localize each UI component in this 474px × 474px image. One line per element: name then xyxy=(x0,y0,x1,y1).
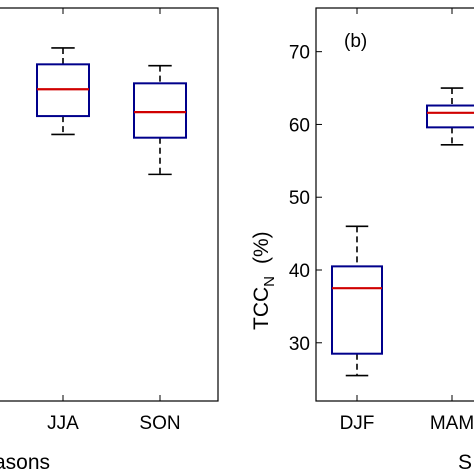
y-tick-label: 60 xyxy=(289,115,310,136)
right-panel: DJF MAM 30 40 50 60 70 xyxy=(289,8,474,434)
svg-text:TCCN(%): TCCN (%) xyxy=(250,231,278,330)
left-panel: JJA SON xyxy=(36,8,187,434)
box-son xyxy=(133,82,187,139)
x-tick-label: SON xyxy=(139,413,180,434)
x-tick-label: DJF xyxy=(340,413,375,434)
right-xlabel: S xyxy=(458,451,472,474)
ylabel-unit: (%) xyxy=(250,231,273,264)
box-mam xyxy=(426,104,474,129)
ylabel-sub: N xyxy=(261,276,278,287)
right-ylabel: TCCN (%) xyxy=(250,231,278,330)
y-tick-label: 50 xyxy=(289,188,310,209)
x-tick-label: MAM xyxy=(430,413,474,434)
panel-label-b: (b) xyxy=(344,31,367,52)
ylabel-main: TCC xyxy=(250,287,273,330)
left-panel-frame xyxy=(0,7,219,402)
y-tick-label: 70 xyxy=(289,43,310,64)
left-xlabel: asons xyxy=(0,451,50,474)
right-panel-frame xyxy=(315,7,474,402)
x-tick-label: JJA xyxy=(47,413,79,434)
box-djf xyxy=(331,265,383,355)
y-tick-label: 40 xyxy=(289,261,310,282)
y-tick-label: 30 xyxy=(289,334,310,355)
